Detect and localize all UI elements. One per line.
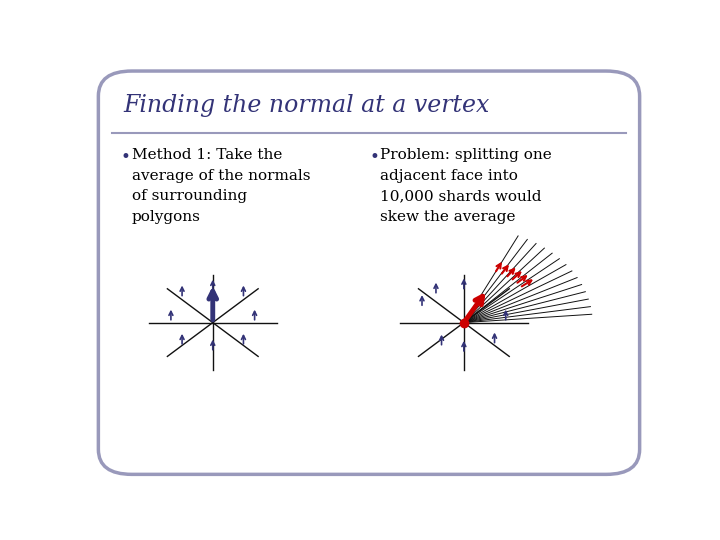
Text: •: • (369, 148, 379, 166)
Text: Method 1: Take the
average of the normals
of surrounding
polygons: Method 1: Take the average of the normal… (132, 148, 310, 224)
Text: Problem: splitting one
adjacent face into
10,000 shards would
skew the average: Problem: splitting one adjacent face int… (380, 148, 552, 224)
Text: Finding the normal at a vertex: Finding the normal at a vertex (124, 94, 490, 117)
FancyBboxPatch shape (99, 71, 639, 474)
Text: •: • (121, 148, 130, 166)
